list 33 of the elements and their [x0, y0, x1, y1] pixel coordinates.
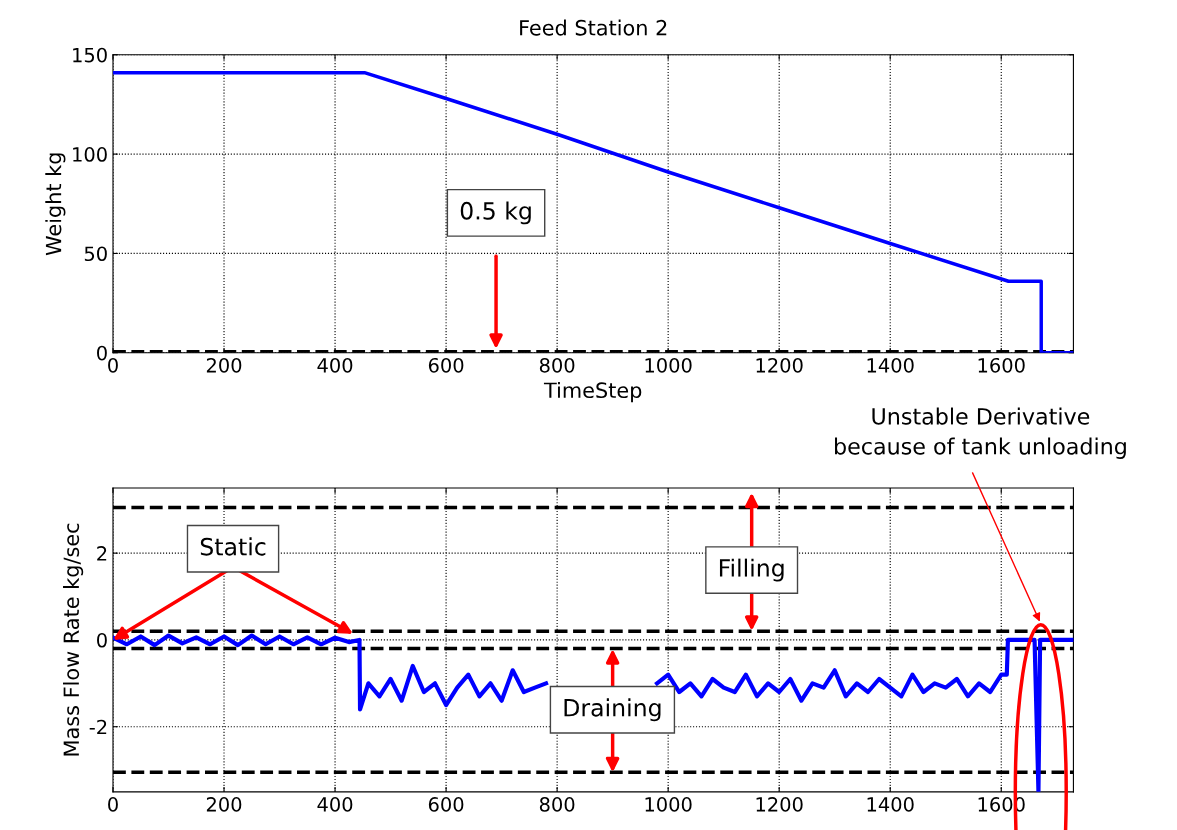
x-tick-label: 1400 [867, 797, 914, 812]
y-tick-label: 2 [97, 546, 107, 561]
x-tick-label: 800 [539, 797, 575, 812]
y-tick-label: 0 [97, 345, 107, 361]
y-tick-label: 50 [84, 246, 107, 262]
x-tick-label: 1400 [867, 357, 914, 373]
x-tick-label: 1600 [978, 357, 1025, 373]
x-axis-title: TimeStep [543, 381, 642, 403]
x-tick-label: 400 [317, 797, 353, 812]
x-tick-label: 1000 [645, 797, 692, 812]
y-tick-label: 100 [73, 147, 107, 162]
annotation: Static [200, 537, 266, 556]
y-axis-title: Mass Flow Rate kg/sec [63, 523, 84, 756]
text: Unstable Derivative because of tank unloading [835, 407, 1126, 459]
x-tick-label: 800 [539, 357, 575, 373]
y-tick-label: 150 [73, 47, 107, 63]
x-tick-label: 600 [428, 797, 464, 812]
x-tick-label: 400 [317, 357, 353, 373]
x-tick-label: 200 [206, 797, 242, 812]
ref-line-label: 0.5 kg [460, 201, 531, 225]
chart-title: Feed Station 2 [520, 19, 667, 36]
x-tick-label: 1200 [756, 797, 803, 812]
y-tick-label: 0 [97, 632, 107, 648]
x-tick-label: 0 [108, 797, 118, 812]
annotation: Draining [564, 698, 661, 722]
x-tick-label: 0 [108, 357, 118, 373]
annotation: Filling [719, 558, 784, 582]
y-axis-title: Weight kg [45, 153, 66, 256]
x-tick-label: 1000 [645, 357, 692, 373]
x-tick-label: 600 [428, 357, 464, 373]
x-tick-label: 200 [206, 357, 242, 373]
y-tick-label: -2 [89, 719, 107, 735]
x-tick-label: 1200 [756, 357, 803, 373]
